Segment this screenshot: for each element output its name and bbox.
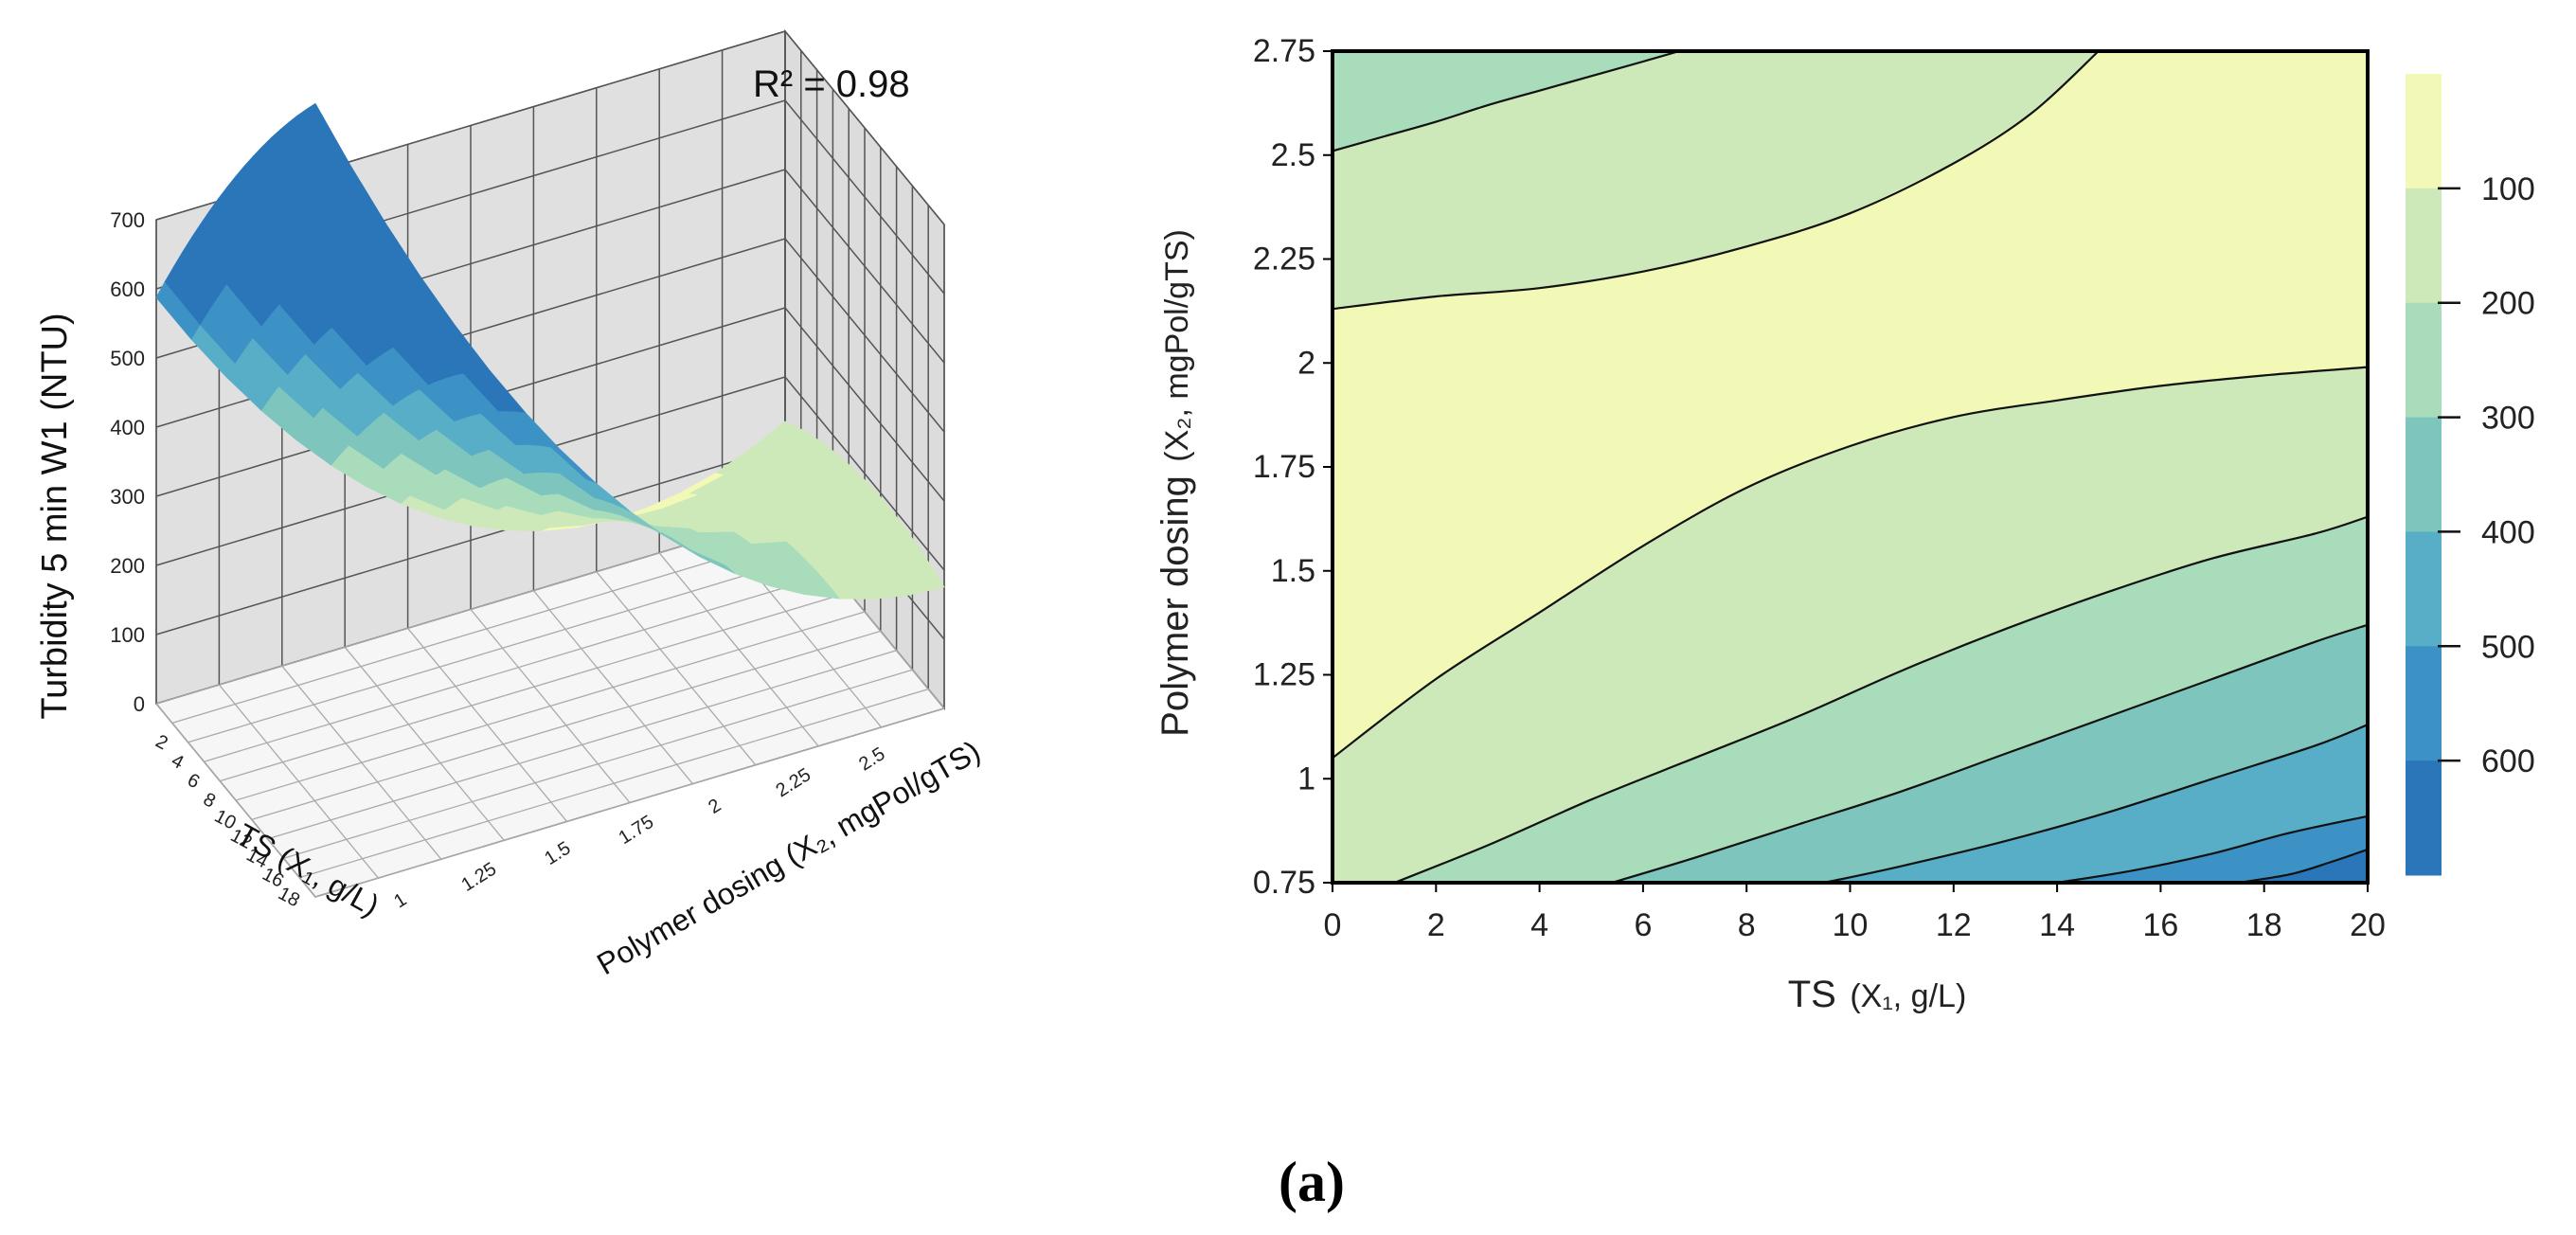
contour-y-tick-label: 2.25: [1253, 242, 1315, 277]
contour-line-200-3: [1332, 49, 1680, 152]
surface-z-tick-label: 300: [110, 485, 145, 509]
colorbar-swatch: [2406, 531, 2442, 647]
colorbar-swatch: [2406, 761, 2442, 876]
surface-y-tick-label: 1: [390, 889, 410, 913]
contour-y-ticks: 0.75 1 1.25 1.5 1.75 2 2.25 2.5 2.75: [1253, 33, 1333, 901]
contour-y-tick-label: 2.75: [1253, 33, 1315, 69]
r-squared-annotation: R² = 0.98: [753, 63, 910, 105]
contour-y-axis-label: Polymer dosing (X₂, mgPol/gTS): [1154, 229, 1196, 737]
colorbar: 100 200 300 400 500 600: [2406, 74, 2535, 876]
colorbar-swatch: [2406, 646, 2442, 761]
contour-x-tick-label: 14: [2039, 907, 2075, 943]
surface-y-tick-label: 2.5: [855, 743, 888, 775]
contour-line-100-1: [1332, 50, 2100, 311]
contour-bands: [1333, 51, 2368, 884]
contour-band-100-200-upper: [1333, 51, 2099, 310]
colorbar-label: 400: [2481, 514, 2535, 550]
contour-y-axis-label-sub: (X₂, mgPol/gTS): [1159, 229, 1195, 462]
surface-x-tick-label: 8: [200, 789, 219, 813]
contour-x-axis-label-main: TS: [1788, 974, 1836, 1015]
surface-y-tick-label: 1.25: [457, 859, 500, 896]
contour-plot: 0 2 4 6 8 10 12 14 16 18 20 0.75 1 1.25 1.5 1.75 2 2.25 2…: [1253, 33, 2535, 943]
contour-x-tick-label: 20: [2350, 907, 2386, 943]
contour-x-tick-label: 8: [1738, 907, 1756, 943]
floor-gridline: [532, 590, 693, 785]
floor-gridline: [658, 552, 819, 747]
colorbar-swatch: [2406, 74, 2442, 189]
surface-z-axis-label: Turbidity 5 min W1 (NTU): [35, 313, 75, 719]
surface-facet: [306, 102, 351, 170]
colorbar-swatch: [2406, 188, 2442, 304]
contour-y-tick-label: 2: [1297, 345, 1315, 381]
floor-gridline: [220, 591, 850, 782]
floor-gridline: [204, 572, 833, 762]
surface-x-tick-label: 6: [184, 770, 203, 794]
contour-x-tick-label: 12: [1936, 907, 1972, 943]
surface-y-tick-label: 2: [705, 795, 724, 818]
floor-gridline: [596, 571, 757, 766]
contour-x-tick-label: 0: [1324, 907, 1342, 943]
colorbar-label: 300: [2481, 401, 2535, 437]
contour-y-tick-label: 2.5: [1271, 137, 1315, 173]
surface-z-tick-label: 500: [110, 347, 145, 370]
floor-gridline: [171, 533, 801, 725]
contour-band-400-500: [1824, 725, 2368, 883]
contour-band-above-600: [2238, 849, 2368, 883]
contour-line-400-5: [1823, 724, 2369, 885]
contour-y-tick-label: 1.25: [1253, 657, 1315, 693]
floor-gridline: [155, 514, 786, 705]
colorbar-label: 200: [2481, 286, 2535, 322]
surface-y-tick-label: 1.75: [615, 812, 657, 849]
contour-x-tick-label: 16: [2142, 907, 2178, 943]
colorbar-label: 600: [2481, 743, 2535, 779]
contour-y-tick-label: 1: [1297, 761, 1315, 796]
surface-y-tick-label: 2.25: [772, 764, 814, 801]
contour-y-axis-label-main: Polymer dosing: [1154, 475, 1196, 737]
contour-y-tick-label: 0.75: [1253, 865, 1315, 901]
contour-x-ticks: 0 2 4 6 8 10 12 14 16 18 20: [1324, 883, 2386, 943]
colorbar-swatch: [2406, 417, 2442, 532]
contour-lines: [1332, 49, 2369, 885]
colorbar-label: 100: [2481, 171, 2535, 207]
figure-caption: (a): [1279, 1151, 1345, 1213]
contour-line-100-0: [1332, 366, 2369, 760]
surface-z-tick-label: 100: [110, 623, 145, 647]
surface-z-tick-label: 0: [134, 692, 145, 716]
contour-x-tick-label: 18: [2246, 907, 2282, 943]
surface-x-tick-label: 2: [152, 731, 171, 755]
contour-x-tick-label: 4: [1530, 907, 1548, 943]
contour-x-tick-label: 2: [1427, 907, 1445, 943]
surface-z-tick-label: 700: [110, 208, 145, 232]
contour-x-axis-label: TS (X₁, g/L): [1788, 974, 1967, 1015]
contour-line-600-7: [2238, 848, 2369, 885]
surface-z-tick-label: 600: [110, 277, 145, 301]
floor-gridline: [470, 609, 631, 803]
floor-gridline: [188, 553, 817, 743]
colorbar-label: 500: [2481, 629, 2535, 665]
contour-line-300-4: [1611, 623, 2369, 885]
contour-x-tick-label: 10: [1833, 907, 1869, 943]
surface-mesh: [155, 102, 945, 600]
contour-y-tick-label: 1.5: [1271, 553, 1315, 589]
surface-z-tick-label: 200: [110, 554, 145, 578]
surface-z-tick-label: 400: [110, 416, 145, 439]
surface-x-tick-label: 4: [168, 750, 187, 774]
colorbar-swatch: [2406, 302, 2442, 419]
contour-line-500-6: [2056, 814, 2369, 885]
surface-floor: [154, 514, 946, 898]
contour-x-axis-label-sub: (X₁, g/L): [1850, 978, 1966, 1014]
contour-y-tick-label: 1.75: [1253, 449, 1315, 485]
surface-y-tick-label: 1.5: [541, 838, 574, 869]
contour-x-tick-label: 6: [1634, 907, 1652, 943]
contour-line-200-2: [1394, 515, 2369, 885]
